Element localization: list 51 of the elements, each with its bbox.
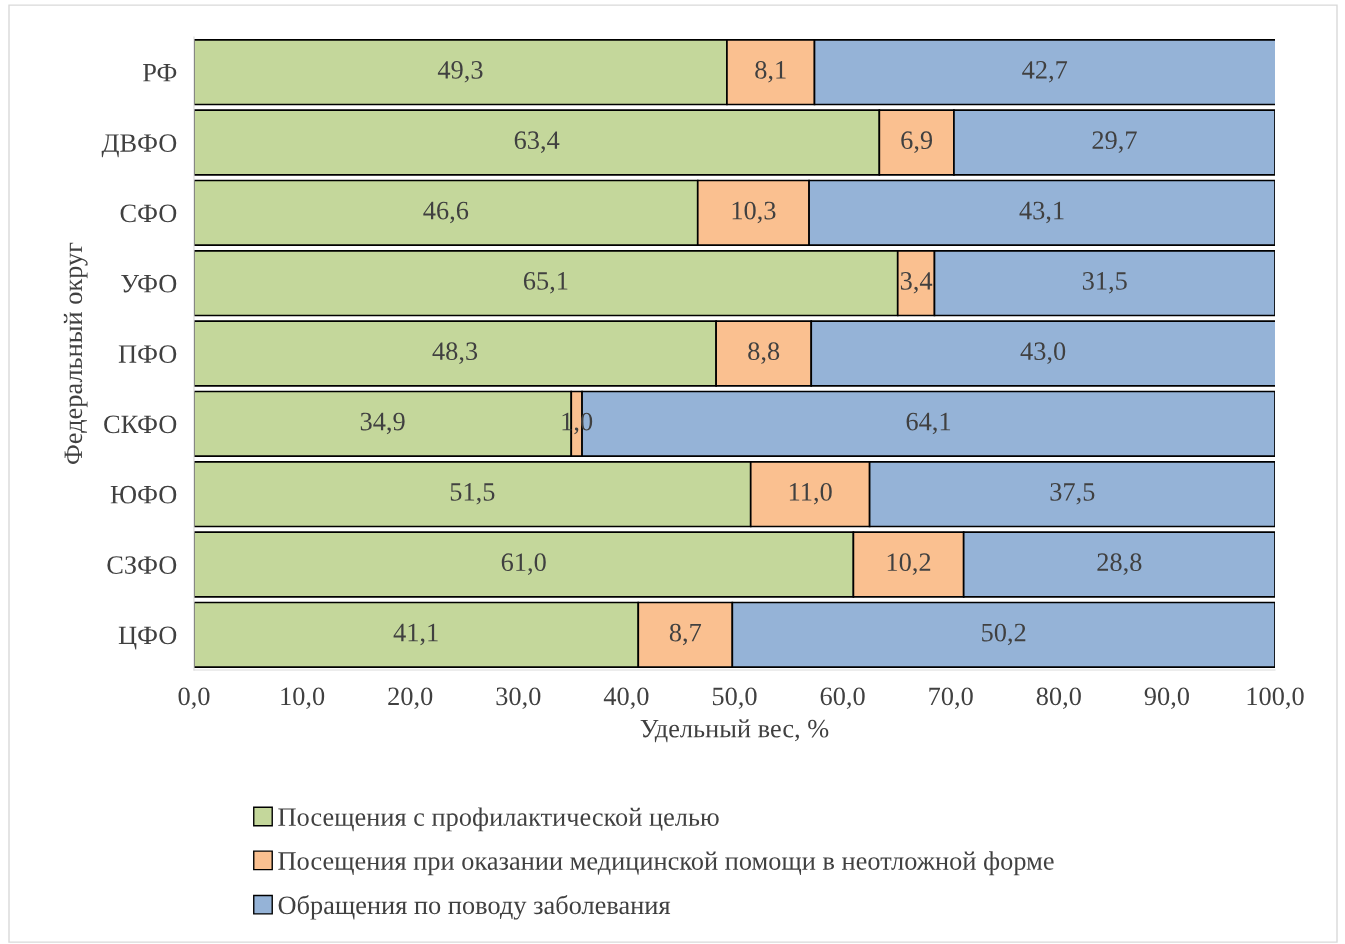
x-tick-label: 10,0 [281, 687, 325, 710]
data-label: 8,8 [748, 342, 780, 364]
data-label: 3,4 [900, 272, 933, 294]
data-label: 42,7 [1022, 61, 1068, 83]
data-label: 29,7 [1092, 131, 1137, 153]
x-tick-label: 40,0 [603, 687, 649, 710]
x-tick-label: 100,0 [1247, 687, 1304, 710]
data-label: 61,0 [501, 553, 546, 575]
y-tick-label: РФ [143, 64, 177, 82]
x-tick-label: 60,0 [820, 687, 865, 710]
data-label: 11,0 [789, 482, 832, 505]
data-label: 50,2 [982, 623, 1026, 646]
data-label: 31,5 [1082, 272, 1127, 294]
y-tick-label: УФО [121, 274, 177, 293]
data-label: 6,9 [901, 131, 933, 153]
y-tick-label: ЦФО [118, 626, 177, 650]
data-label: 8,1 [755, 60, 786, 83]
data-label: 51,5 [450, 483, 495, 505]
data-label: 49,3 [437, 61, 483, 83]
x-tick-label: 70,0 [929, 687, 973, 710]
data-label: 37,5 [1050, 483, 1095, 505]
data-label: 41,1 [393, 623, 438, 646]
y-tick-label: СКФО [104, 415, 177, 434]
x-tick-label: 90,0 [1144, 687, 1189, 710]
y-tick-label: ЮФО [110, 485, 177, 504]
legend-label: Посещения при оказании медицинской помощи в неотложной форме [278, 851, 1054, 876]
y-tick-label: СФО [120, 204, 177, 223]
legend-label: Посещения с профилактической целью [278, 807, 719, 832]
data-label: 46,6 [423, 201, 469, 224]
data-label: 43,0 [1020, 342, 1066, 364]
y-tick-label: ДВФО [101, 134, 177, 158]
x-tick-label: 20,0 [388, 687, 433, 710]
y-tick-label: СЗФО [107, 556, 177, 574]
data-label: 65,1 [523, 272, 568, 294]
y-axis-title: Федеральный округ [63, 242, 88, 464]
data-label: 64,1 [906, 412, 951, 435]
data-label: 10,2 [887, 553, 931, 575]
x-tick-label: 30,0 [496, 687, 541, 710]
data-label: 28,8 [1097, 553, 1142, 575]
data-label: 10,3 [732, 201, 776, 224]
legend-label: Обращения по поводу заболевания [278, 895, 671, 920]
x-tick-label: 0,0 [178, 687, 210, 710]
data-label: 63,4 [514, 131, 560, 153]
data-label: 48,3 [432, 342, 478, 364]
y-tick-label: ПФО [118, 345, 177, 363]
x-axis-title: Удельный вес, % [640, 719, 829, 743]
data-label: 43,1 [1019, 201, 1064, 224]
x-tick-label: 80,0 [1036, 687, 1081, 710]
data-label: 34,9 [360, 412, 405, 435]
data-label: 8,7 [669, 623, 702, 646]
x-tick-label: 50,0 [712, 687, 757, 710]
